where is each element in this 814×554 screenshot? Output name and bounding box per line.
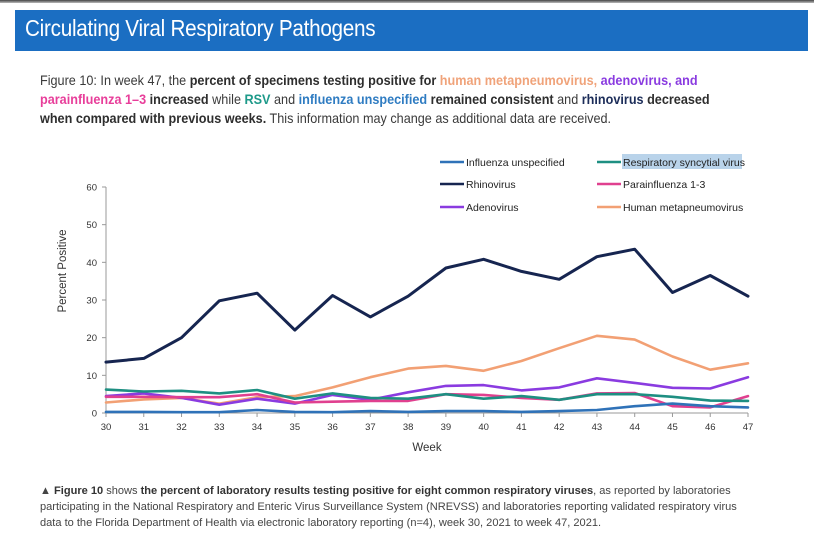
legend-label: Influenza unspecified xyxy=(466,157,565,169)
x-tick-label: 38 xyxy=(403,422,414,433)
summary-consistent: remained consistent xyxy=(427,92,554,108)
x-axis-label: Week xyxy=(412,442,441,454)
y-tick-label: 30 xyxy=(86,296,97,307)
y-tick-label: 10 xyxy=(86,371,97,382)
legend-label: Respiratory syncytial virus xyxy=(623,157,745,169)
y-tick-label: 20 xyxy=(86,333,97,344)
summary-text: and xyxy=(553,92,582,108)
summary-text: and xyxy=(270,92,299,108)
y-axis-label: Percent Positive xyxy=(57,229,69,312)
x-tick-label: 42 xyxy=(554,422,565,433)
x-tick-label: 36 xyxy=(327,422,338,433)
series-line-rhinovirus xyxy=(104,247,750,364)
x-tick-label: 39 xyxy=(441,422,452,433)
x-tick-label: 32 xyxy=(176,422,187,433)
summary-disclaimer: This information may change as additiona… xyxy=(266,111,612,127)
caption-marker: ▲ xyxy=(40,485,51,497)
legend-label: Human metapneumovirus xyxy=(623,202,743,214)
summary-text: Figure 10: In week 47, the xyxy=(40,73,190,88)
summary-adenovirus: adenovirus, and xyxy=(600,73,698,88)
x-tick-label: 40 xyxy=(478,422,489,433)
summary-bold: percent of specimens testing positive fo… xyxy=(189,73,440,88)
caption-figure-ref: Figure 10 xyxy=(50,485,104,497)
x-tick-label: 44 xyxy=(629,422,640,433)
summary-text: while xyxy=(212,92,245,108)
summary-rhinovirus: rhinovirus xyxy=(581,92,644,108)
x-tick-label: 33 xyxy=(214,422,225,433)
chart-lines xyxy=(104,247,750,414)
window-top-edge xyxy=(0,0,814,3)
x-tick-label: 30 xyxy=(101,422,112,433)
chart-legend: Influenza unspecified Respiratory syncyti… xyxy=(440,154,745,214)
series-line-respiratory-syncytial-virus xyxy=(104,388,750,403)
x-tick-label: 47 xyxy=(743,422,754,433)
y-tick-label: 40 xyxy=(86,258,97,269)
x-tick-label: 43 xyxy=(592,422,603,433)
x-tick-label: 31 xyxy=(138,422,149,433)
x-tick-label: 35 xyxy=(290,422,301,433)
figure-caption: ▲ Figure 10 shows the percent of laborat… xyxy=(40,483,758,531)
y-tick-label: 0 xyxy=(92,409,97,420)
line-chart: 0 10 20 30 40 50 60 30 31 32 33 34 35 36 37 38 39 40 41 42 4… xyxy=(57,154,754,454)
legend-label: Rhinovirus xyxy=(466,179,516,191)
summary-hmpv: human metapneumovirus, xyxy=(439,73,601,88)
summary-influenza: influenza unspecified xyxy=(298,92,428,108)
figure-summary: Figure 10: In week 47, the percent of sp… xyxy=(40,71,719,129)
x-tick-label: 34 xyxy=(252,422,263,433)
legend-highlight xyxy=(622,154,742,169)
x-tick-label: 45 xyxy=(667,422,678,433)
legend-label: Adenovirus xyxy=(466,202,519,214)
summary-decreased: decreased when compared with previous we… xyxy=(40,92,710,127)
summary-rsv: RSV xyxy=(244,92,271,108)
y-tick-label: 60 xyxy=(86,183,97,194)
caption-text: , as reported by laboratories participat… xyxy=(40,485,737,529)
x-tick-label: 46 xyxy=(705,422,716,433)
series-line-influenza-unspecified xyxy=(104,402,750,414)
x-tick-label: 37 xyxy=(365,422,376,433)
legend-label: Parainfluenza 1-3 xyxy=(623,179,705,191)
x-tick-label: 41 xyxy=(516,422,527,433)
section-banner: Circulating Viral Respiratory Pathogens xyxy=(15,10,808,51)
y-tick-label: 50 xyxy=(86,220,97,231)
caption-bold: the percent of laboratory results testin… xyxy=(140,485,594,497)
series-line-adenovirus xyxy=(104,375,750,407)
section-title: Circulating Viral Respiratory Pathogens xyxy=(25,15,376,41)
summary-parainfluenza: parainfluenza 1–3 xyxy=(40,92,147,108)
caption-text: shows xyxy=(103,485,141,497)
summary-increased: increased xyxy=(146,92,213,108)
